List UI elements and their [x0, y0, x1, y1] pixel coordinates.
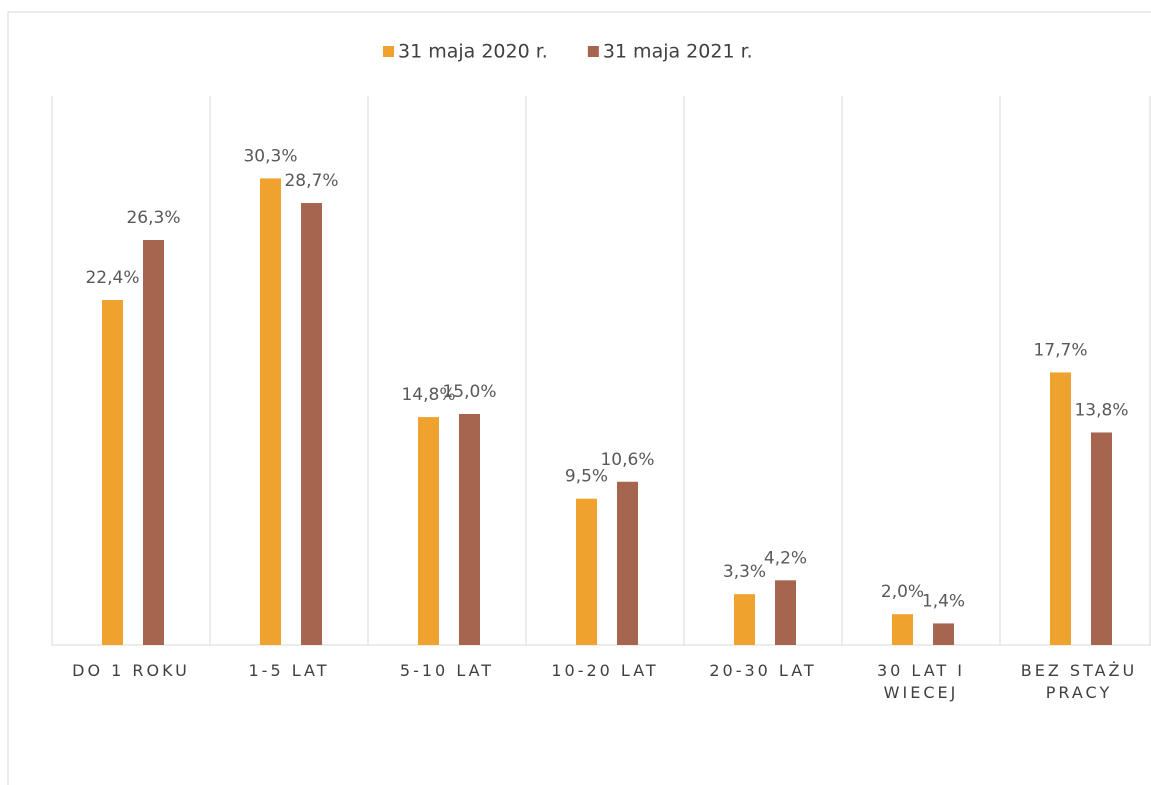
data-label: 17,7% — [1033, 340, 1087, 360]
chart-border — [7, 11, 1151, 785]
bar — [459, 414, 480, 645]
data-label: 4,2% — [764, 548, 807, 568]
legend-label: 31 maja 2021 r. — [603, 41, 753, 63]
data-label: 10,6% — [600, 450, 654, 470]
bar — [734, 594, 755, 645]
data-label: 9,5% — [565, 467, 608, 487]
x-tick-label: 30 LAT I WIECEJ — [876, 661, 965, 702]
data-label: 13,8% — [1074, 400, 1128, 420]
bar — [1050, 372, 1071, 645]
x-tick-label: BEZ STAŻU PRACY — [1020, 661, 1138, 702]
bar — [260, 178, 281, 645]
bar — [576, 498, 597, 645]
bar — [892, 614, 913, 645]
bar — [143, 239, 164, 646]
bar — [102, 300, 123, 645]
data-label: 3,3% — [723, 562, 766, 582]
x-tick-label: 5-10 LAT — [399, 661, 495, 680]
bar — [418, 417, 439, 645]
bar — [301, 203, 322, 645]
data-label: 14,8% — [401, 385, 455, 405]
x-tick-label: DO 1 ROKU — [72, 661, 190, 680]
data-label: 15,0% — [442, 382, 496, 402]
bar — [1091, 432, 1112, 645]
data-label: 26,3% — [126, 208, 180, 228]
legend-swatch — [383, 46, 394, 57]
x-tick-label: 20-30 LAT — [709, 661, 817, 680]
bar — [933, 623, 954, 645]
data-label: 1,4% — [922, 591, 965, 611]
x-tick-label: 1-5 LAT — [248, 661, 330, 680]
data-label: 28,7% — [284, 171, 338, 191]
data-label: 2,0% — [881, 582, 924, 602]
x-tick-label: 10-20 LAT — [551, 661, 659, 680]
data-label: 30,3% — [243, 146, 297, 166]
legend-swatch — [587, 46, 599, 57]
bar — [775, 580, 796, 645]
data-label: 22,4% — [85, 268, 139, 288]
bar — [617, 481, 638, 645]
legend-label: 31 maja 2020 r. — [398, 41, 548, 63]
